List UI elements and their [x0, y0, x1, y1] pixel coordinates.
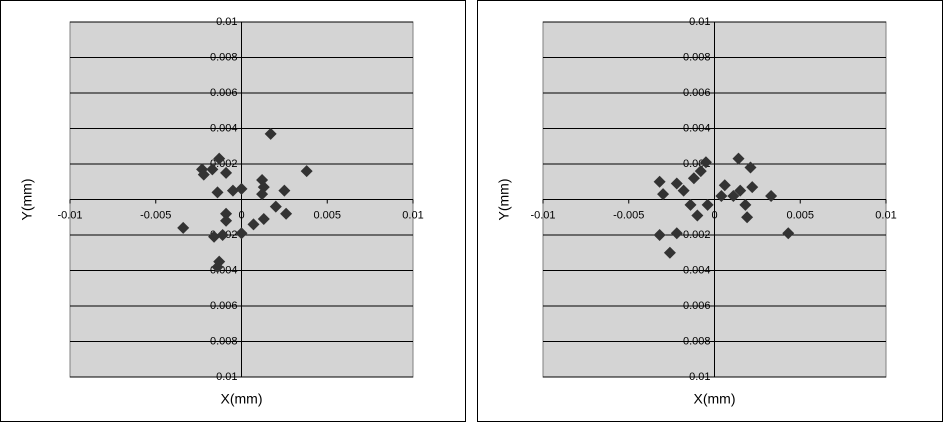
point	[727, 189, 740, 202]
y-tick-label: -0.002	[679, 229, 710, 241]
y-tick-label: -0.008	[206, 335, 237, 347]
point	[782, 227, 795, 240]
point	[715, 189, 728, 202]
point	[211, 186, 224, 199]
x-tick-label: 0.01	[875, 209, 896, 221]
x-tick-label: 0	[238, 209, 244, 221]
point	[280, 207, 293, 220]
point	[670, 177, 683, 190]
x-tick-label: 0	[711, 209, 717, 221]
point	[235, 227, 248, 240]
point	[278, 184, 291, 197]
point	[718, 179, 731, 192]
y-axis-title: Y(mm)	[496, 179, 512, 221]
point	[197, 168, 210, 181]
x-tick-label: 0.005	[786, 209, 814, 221]
point	[206, 163, 219, 176]
point	[256, 188, 269, 201]
point	[670, 227, 683, 240]
point	[220, 166, 233, 179]
point	[701, 198, 714, 211]
x-axis-title: X(mm)	[694, 391, 736, 407]
point	[220, 214, 233, 227]
point	[739, 198, 752, 211]
y-axis-title: Y(mm)	[19, 179, 35, 221]
point	[216, 229, 229, 241]
point	[677, 184, 690, 197]
x-axis-title: X(mm)	[221, 391, 263, 407]
y-tick-label: -0.01	[212, 371, 237, 383]
x-tick-label: -0.005	[140, 209, 171, 221]
y-tick-label: 0.004	[683, 122, 711, 134]
point	[247, 218, 260, 231]
point	[177, 221, 190, 234]
point	[257, 213, 270, 226]
y-tick-label: 0.008	[683, 51, 711, 63]
point	[208, 230, 221, 243]
y-tick-label: -0.006	[206, 300, 237, 312]
point	[211, 260, 224, 273]
point	[684, 198, 697, 211]
point	[657, 188, 670, 201]
point	[734, 184, 747, 197]
point	[235, 182, 248, 195]
y-tick-label: -0.004	[679, 264, 710, 276]
point	[746, 181, 759, 194]
point	[691, 209, 704, 222]
point	[663, 246, 676, 259]
x-tick-label: 0.005	[313, 209, 341, 221]
point	[744, 161, 757, 174]
point	[741, 211, 754, 224]
x-tick-label: -0.005	[613, 209, 644, 221]
point	[264, 127, 277, 140]
y-tick-label: -0.008	[679, 335, 710, 347]
y-tick-label: 0.01	[216, 16, 237, 28]
point	[694, 165, 707, 178]
x-tick-label: -0.01	[530, 209, 555, 221]
point	[687, 172, 700, 185]
y-tick-label: 0.004	[210, 122, 238, 134]
x-tick-label: -0.01	[57, 209, 82, 221]
point	[653, 175, 666, 188]
y-tick-label: 0.006	[683, 87, 711, 99]
y-tick-label: 0.006	[210, 87, 238, 99]
y-tick-label: -0.006	[679, 300, 710, 312]
point	[699, 156, 712, 169]
point	[213, 152, 226, 165]
y-tick-label: 0.008	[210, 51, 238, 63]
y-tick-label: -0.01	[685, 371, 710, 383]
point	[269, 200, 282, 213]
point	[220, 207, 233, 220]
point	[226, 184, 239, 197]
point	[765, 189, 778, 202]
y-tick-label: 0.01	[689, 16, 710, 28]
point	[653, 229, 666, 241]
x-tick-label: 0.01	[402, 209, 423, 221]
point	[732, 152, 745, 165]
point	[300, 165, 313, 178]
